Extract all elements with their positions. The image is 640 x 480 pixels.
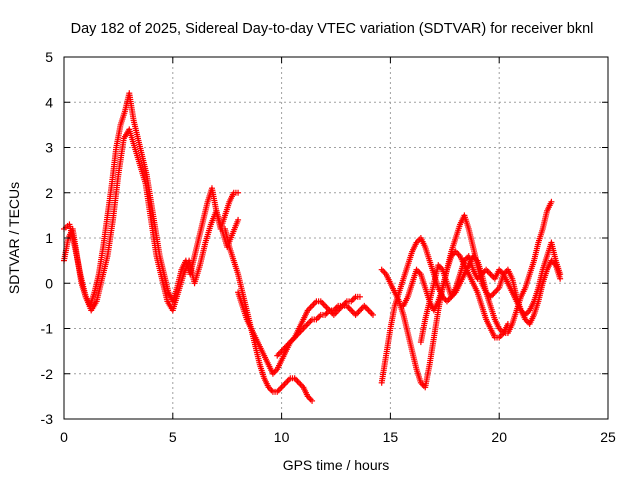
y-tick-label: -1 [41,321,54,337]
y-tick-label: 4 [45,94,53,110]
chart-title: Day 182 of 2025, Sidereal Day-to-day VTE… [71,21,594,37]
data-point [309,397,316,404]
x-tick-label: 15 [383,429,399,445]
series-track-e [274,298,376,359]
x-tick-label: 25 [600,429,616,445]
series-track-b [61,126,242,314]
y-tick-label: -2 [41,366,54,382]
data-point [235,189,242,196]
data-point [356,293,363,300]
y-axis-label: SDTVAR / TECUs [6,182,22,294]
points-layer [61,90,564,404]
data-point [504,320,511,327]
data-point [557,271,564,278]
y-tick-label: 3 [45,140,53,156]
y-tick-label: 1 [45,230,53,246]
y-tick-label: -3 [41,411,54,427]
x-tick-label: 10 [274,429,290,445]
x-tick-label: 20 [491,429,507,445]
grid-layer [64,57,608,419]
axis-layer: 0 5 10 15 20 25 -3 -2 -1 0 1 2 3 4 5 [41,49,616,445]
y-tick-label: 2 [45,185,53,201]
data-point [369,311,376,318]
series-track-c [222,225,316,404]
y-tick-label: 0 [45,275,53,291]
data-point [548,198,555,205]
x-tick-label: 5 [169,429,177,445]
x-tick-label: 0 [60,429,68,445]
series-track-i [417,239,564,346]
y-tick-label: 5 [45,49,53,65]
x-axis-label: GPS time / hours [283,457,390,473]
data-point [235,216,242,223]
